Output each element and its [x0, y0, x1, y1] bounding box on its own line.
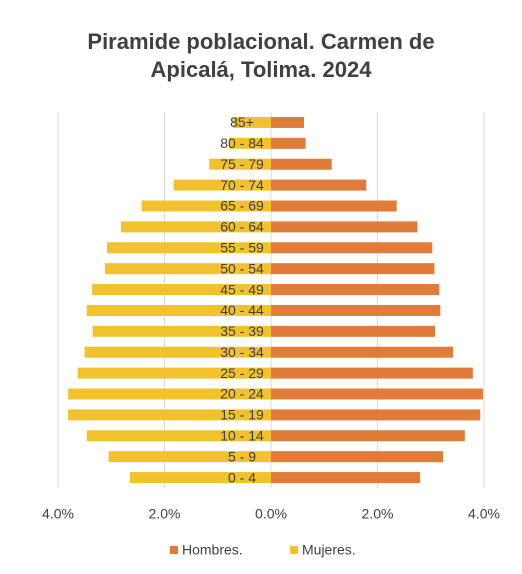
y-tick-label: 5 - 9 — [228, 448, 256, 464]
bar — [271, 221, 418, 233]
bar — [68, 409, 272, 421]
bar — [129, 472, 271, 484]
bar — [228, 137, 271, 149]
bar — [209, 158, 271, 170]
bar — [86, 430, 271, 442]
bar — [84, 346, 271, 358]
x-tick-label: 4.0% — [468, 506, 500, 522]
y-tick-label: 0 - 4 — [228, 469, 256, 485]
bar — [77, 367, 271, 379]
y-tick-label: 20 - 24 — [220, 386, 264, 402]
bar — [92, 325, 271, 337]
y-tick-label: 80 - 84 — [220, 135, 264, 151]
y-tick-label: 70 - 74 — [220, 177, 264, 193]
bar — [173, 179, 271, 191]
y-tick-label: 25 - 29 — [220, 365, 264, 381]
y-tick-label: 35 - 39 — [220, 323, 264, 339]
bar — [86, 304, 271, 316]
bar — [104, 263, 271, 275]
bar — [271, 263, 435, 275]
bar — [271, 200, 397, 212]
x-tick-label: 4.0% — [42, 506, 74, 522]
bar — [92, 284, 271, 296]
y-tick-label: 85+ — [230, 114, 254, 130]
y-tick-label: 55 - 59 — [220, 239, 264, 255]
bar — [271, 430, 465, 442]
bar — [271, 304, 441, 316]
y-tick-label: 10 - 14 — [220, 427, 264, 443]
y-tick-label: 50 - 54 — [220, 260, 264, 276]
bar — [68, 388, 272, 400]
legend-swatch — [170, 546, 178, 554]
bar — [271, 158, 332, 170]
bar — [106, 242, 272, 254]
bar — [141, 200, 271, 212]
bar — [271, 451, 443, 463]
bar — [271, 179, 367, 191]
legend-label: Mujeres. — [302, 542, 356, 558]
x-tick-label: 2.0% — [149, 506, 181, 522]
legend-label: Hombres. — [182, 542, 243, 558]
x-tick-label: 2.0% — [362, 506, 394, 522]
bar — [271, 388, 483, 400]
y-tick-label: 65 - 69 — [220, 198, 264, 214]
bar — [271, 137, 306, 149]
bar — [233, 116, 271, 128]
y-tick-label: 15 - 19 — [220, 407, 264, 423]
bar — [271, 242, 433, 254]
y-tick-label: 30 - 34 — [220, 344, 264, 360]
bar — [271, 409, 481, 421]
y-tick-label: 75 - 79 — [220, 156, 264, 172]
chart-title: Piramide poblacional. Carmen de Apicalá,… — [87, 29, 435, 82]
bar — [120, 221, 272, 233]
bar — [271, 284, 440, 296]
y-tick-label: 40 - 44 — [220, 302, 264, 318]
bar — [271, 325, 436, 337]
y-tick-label: 60 - 64 — [220, 219, 264, 235]
bar — [271, 346, 454, 358]
x-tick-label: 0.0% — [255, 506, 287, 522]
bar — [271, 367, 473, 379]
bar — [271, 116, 305, 128]
bar — [108, 451, 272, 463]
bar — [271, 472, 421, 484]
y-tick-label: 45 - 49 — [220, 281, 264, 297]
legend-swatch — [290, 546, 298, 554]
